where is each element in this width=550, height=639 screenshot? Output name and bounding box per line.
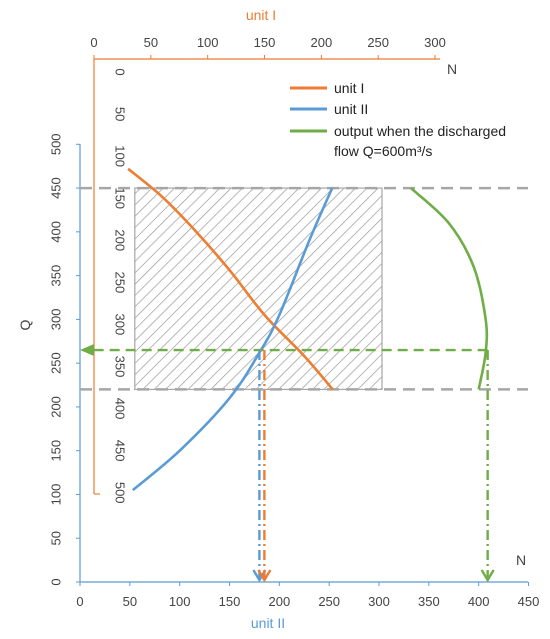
inner-axis-tick-label: 350 [113, 356, 128, 378]
top-axis-tick-label: 100 [197, 35, 219, 50]
guide-arrow-output [480, 569, 495, 583]
bottom-axis-tick-label: 400 [468, 594, 490, 609]
top-axis-title: unit I [246, 7, 276, 23]
top-axis-tick-label: 50 [144, 35, 158, 50]
bottom-axis-tick-label: 300 [368, 594, 390, 609]
left-axis-tick-label: 350 [48, 265, 63, 287]
bottom-axis-tick-label: 350 [418, 594, 440, 609]
left-axis-title: Q [17, 319, 33, 330]
inner-axis-tick-label: 500 [113, 482, 128, 504]
left-axis-tick-label: 50 [48, 531, 63, 545]
legend-label-unit-i: unit I [334, 80, 364, 96]
left-axis-tick-label: 300 [48, 309, 63, 331]
left-axis-tick-label: 250 [48, 352, 63, 374]
legend: unit I unit II output when the discharge… [290, 80, 506, 159]
bottom-axis-tick-label: 150 [219, 594, 241, 609]
bottom-axis-tick-label: 50 [123, 594, 137, 609]
series-line-output [410, 187, 489, 390]
bottom-axis-tick-label: 200 [268, 594, 290, 609]
top-axis-tick-label: 250 [367, 35, 389, 50]
left-axis-tick-label: 450 [48, 177, 63, 199]
legend-label-unit-ii: unit II [334, 101, 368, 117]
bottom-axis-end-label: N [516, 552, 526, 568]
bottom-axis-tick-label: 0 [76, 594, 83, 609]
top-axis-tick-label: 150 [254, 35, 276, 50]
inner-axis-tick-label: 100 [113, 145, 128, 167]
guide-operating-q-arrow [80, 344, 94, 357]
inner-axis-tick-label: 250 [113, 271, 128, 293]
series-line-unit-i [127, 167, 334, 391]
inner-axis-tick-label: 200 [113, 229, 128, 251]
inner-axis-tick-label: 0 [113, 68, 128, 75]
left-axis-tick-label: 200 [48, 396, 63, 418]
inner-axis-tick-label: 50 [113, 107, 128, 121]
inner-axis-tick-label: 450 [113, 440, 128, 462]
top-axis-tick-label: 300 [424, 35, 446, 50]
left-axis-tick-label: 150 [48, 440, 63, 462]
bottom-axis-tick-label: 100 [169, 594, 191, 609]
top-axis-tick-label: 200 [310, 35, 332, 50]
bottom-axis-tick-label: 250 [318, 594, 340, 609]
left-axis-tick-label: 0 [48, 578, 63, 585]
left-axis-tick-label: 100 [48, 484, 63, 506]
legend-label-output-line2: flow Q=600m³/s [334, 143, 432, 159]
bottom-axis-title: unit II [251, 615, 285, 631]
inner-axis-tick-label: 300 [113, 314, 128, 336]
left-axis-tick-label: 500 [48, 133, 63, 155]
top-axis-end-label: N [447, 61, 457, 77]
inner-axis-tick-label: 400 [113, 398, 128, 420]
legend-label-output-line1: output when the discharged [334, 123, 506, 139]
top-axis-tick-label: 0 [90, 35, 97, 50]
left-axis-tick-label: 400 [48, 221, 63, 243]
operating-point-guides-layer [80, 344, 495, 583]
bottom-axis-tick-label: 450 [518, 594, 540, 609]
inner-axis-tick-label: 150 [113, 187, 128, 209]
guide-arrow-unit-i [257, 569, 272, 583]
